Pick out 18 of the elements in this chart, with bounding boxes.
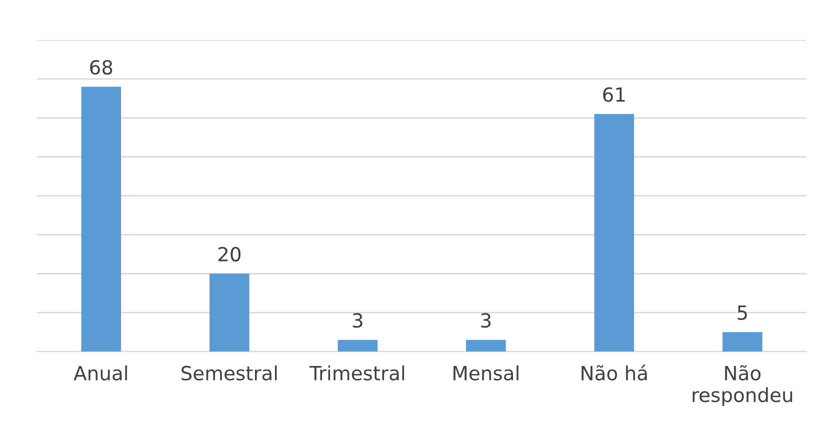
data-label: 20 [218,246,240,262]
bar [81,86,122,352]
x-tick-label: Anual [74,365,127,380]
bar [466,340,506,352]
x-tick-label: Não respondeu [692,365,792,406]
x-tick-label: Trimestral [309,365,404,380]
x-tick-label: Semestral [182,365,277,380]
bar [594,114,634,352]
x-tick-label: Não há [582,364,647,380]
bar [722,332,762,352]
data-label: 68 [90,60,112,75]
data-label: 61 [603,87,625,102]
bar [210,274,250,352]
bar [338,340,378,352]
data-label: 3 [481,313,491,328]
data-label: 3 [352,313,362,328]
x-tick-label: Mensal [454,365,518,380]
data-label: 5 [738,306,747,320]
